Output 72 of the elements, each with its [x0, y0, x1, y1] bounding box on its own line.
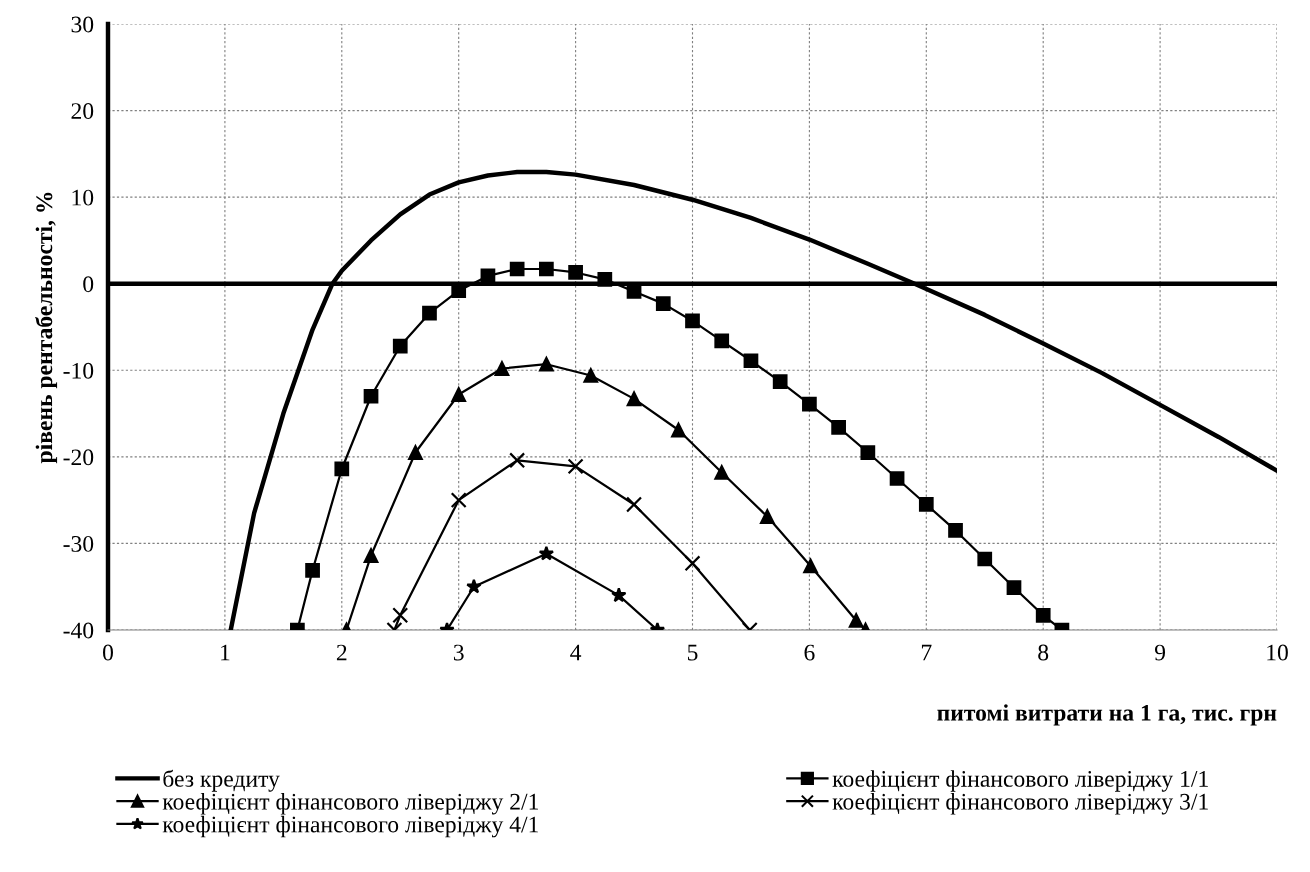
x-tick-label: 5 [687, 644, 698, 661]
y-tick-label: 10 [72, 189, 94, 206]
y-tick-label: -30 [63, 535, 94, 552]
x-tick-label: 3 [453, 644, 464, 661]
point [918, 497, 934, 512]
x-tick-label: 6 [804, 644, 815, 661]
point [480, 268, 496, 284]
legend-label: коефіцієнт фінансового ліверіджу 3/1 [832, 793, 1208, 815]
point [889, 471, 905, 486]
point [611, 587, 627, 603]
point [392, 607, 409, 624]
point [948, 523, 963, 538]
x-tick-label: 2 [336, 644, 347, 661]
point [408, 445, 423, 460]
legend-label: коефіцієнт фінансового ліверіджу 2/1 [162, 793, 538, 815]
point [626, 284, 642, 299]
point [743, 353, 759, 369]
x-tick-label: 8 [1038, 644, 1049, 661]
point [684, 555, 701, 572]
point [626, 391, 642, 407]
point [509, 452, 526, 469]
point [422, 305, 437, 321]
point [1035, 607, 1051, 623]
point [450, 492, 467, 509]
point [626, 496, 643, 513]
y-tick-label: -40 [63, 622, 94, 639]
point [466, 578, 482, 594]
point [655, 296, 671, 311]
point [759, 509, 775, 524]
x-tick-label: 9 [1154, 644, 1166, 661]
point [363, 548, 379, 563]
point [363, 388, 379, 404]
point [714, 465, 730, 480]
point [977, 551, 993, 567]
y-tick-label: -10 [63, 362, 94, 379]
point [305, 562, 320, 578]
point [509, 261, 525, 277]
legend-label: коефіцієнт фінансового ліверіджу 1/1 [832, 770, 1208, 792]
point [392, 338, 408, 354]
x-tick-label: 7 [921, 644, 932, 661]
point [848, 613, 864, 628]
point [539, 261, 554, 277]
point [671, 422, 686, 438]
point [597, 272, 613, 287]
y-tick-label: 30 [71, 16, 94, 33]
point [1006, 580, 1022, 595]
legend-label: коефіцієнт фінансового ліверіджу 4/1 [162, 815, 538, 838]
point [568, 265, 583, 280]
x-tick-label: 4 [570, 644, 582, 661]
point [583, 368, 599, 383]
point [539, 356, 554, 372]
point [494, 361, 510, 376]
x-tick-label: 10 [1267, 644, 1288, 661]
x-axis-title: питомі витрати на 1 га, тис. грн [937, 704, 1277, 726]
point [714, 333, 730, 349]
point [538, 545, 555, 561]
x-tick-label: 0 [103, 644, 113, 661]
y-tick-label: 20 [71, 103, 94, 119]
y-axis-title: рівень рентабельності, % [35, 192, 58, 464]
point [567, 458, 584, 475]
point [860, 445, 876, 460]
point [802, 396, 817, 412]
x-tick-label: 1 [221, 644, 230, 661]
point [803, 558, 818, 574]
y-tick-label: 0 [83, 276, 94, 293]
point [334, 461, 350, 477]
legend-label: без кредиту [163, 769, 280, 792]
y-tick-label: -20 [63, 449, 94, 466]
point [772, 374, 788, 389]
point [451, 387, 467, 402]
point [831, 420, 846, 435]
point [685, 313, 700, 329]
